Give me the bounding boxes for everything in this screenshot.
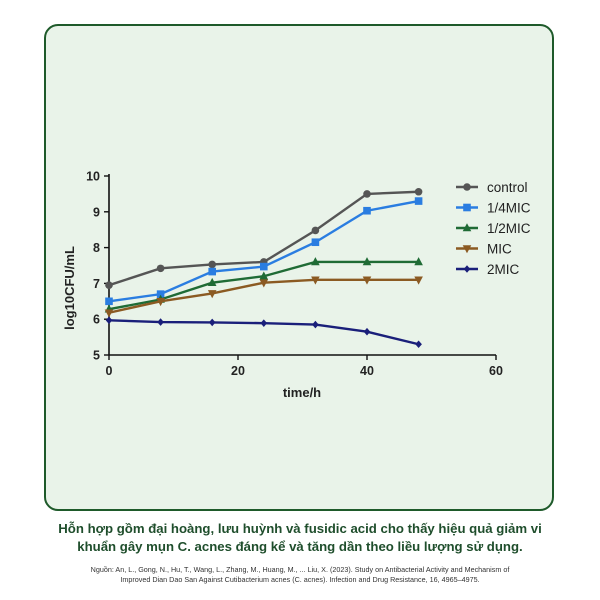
- caption-line-1: Hỗn hợp gồm đại hoàng, lưu huỳnh và fusi…: [58, 521, 542, 536]
- data-point-1-4mic: [363, 206, 371, 215]
- data-point-mic: [156, 298, 165, 307]
- data-point-mic: [414, 276, 423, 285]
- legend-marker-mic: [462, 245, 472, 254]
- data-point-1-4mic: [105, 297, 113, 306]
- caption-line-2: khuẩn gây mụn C. acnes đáng kể và tăng d…: [77, 539, 523, 554]
- data-point-1-2mic: [259, 271, 269, 280]
- line-chart: 5 6 7 8 9 10 0 20 40 60 control 1/4MIC 1/2MIC MIC 2MI…: [62, 170, 531, 401]
- source-line-1: Nguồn: An, L., Gong, N., Hu, T., Wang, L…: [90, 565, 510, 574]
- chart-series: [104, 187, 423, 349]
- chart-axes: 5 6 7 8 9 10 0 20 40 60: [86, 170, 503, 379]
- data-point-mic: [311, 276, 320, 285]
- x-tick-label: 20: [231, 364, 245, 378]
- data-point-1-4mic: [208, 267, 216, 276]
- data-point-mic: [207, 290, 217, 299]
- data-point-1-4mic: [311, 238, 320, 247]
- y-tick-label: 5: [93, 349, 100, 363]
- data-point-control: [105, 281, 113, 289]
- legend-marker-control: [463, 183, 471, 191]
- data-point-mic: [104, 309, 114, 318]
- legend-label-mic: MIC: [487, 242, 512, 257]
- y-tick-label: 9: [93, 205, 100, 219]
- data-point-control: [156, 264, 165, 273]
- series-mic: [104, 276, 423, 318]
- data-point-2mic: [363, 327, 371, 336]
- data-point-1-2mic: [311, 257, 320, 266]
- series-line-control: [108, 190, 419, 287]
- chart-panel: 5 6 7 8 9 10 0 20 40 60 control 1/4MIC 1/2MIC MIC 2MI…: [44, 24, 554, 511]
- data-point-1-2mic: [207, 277, 217, 286]
- legend-label-control: control: [487, 180, 528, 195]
- legend-marker-1-4mic: [463, 203, 471, 212]
- series-1-4mic: [105, 197, 423, 306]
- data-point-control: [311, 226, 320, 235]
- y-axis-label: log10CFU/mL: [62, 246, 77, 330]
- source-citation: Nguồn: An, L., Gong, N., Hu, T., Wang, L…: [34, 565, 566, 585]
- data-point-2mic: [415, 340, 422, 349]
- x-axis-label: time/h: [283, 385, 321, 400]
- data-point-control: [414, 187, 423, 196]
- data-point-1-4mic: [260, 262, 268, 271]
- data-point-control: [208, 260, 216, 269]
- legend-label-1-4mic: 1/4MIC: [487, 201, 531, 216]
- legend-label-2mic: 2MIC: [487, 262, 520, 277]
- chart-legend: control 1/4MIC 1/2MIC MIC 2MIC: [456, 180, 531, 277]
- source-line-2: Improved Dian Dao San Against Cutibacter…: [120, 575, 480, 584]
- data-point-2mic: [157, 318, 164, 326]
- y-tick-label: 8: [93, 241, 100, 255]
- data-point-1-4mic: [156, 290, 165, 298]
- data-point-control: [363, 190, 371, 198]
- caption: Hỗn hợp gồm đại hoàng, lưu huỳnh và fusi…: [20, 520, 580, 556]
- data-point-2mic: [105, 316, 113, 325]
- y-tick-label: 10: [86, 170, 100, 184]
- y-tick-label: 7: [93, 277, 100, 291]
- series-2mic: [105, 316, 422, 349]
- series-control: [105, 187, 423, 289]
- x-tick-label: 0: [106, 364, 113, 378]
- legend-marker-2mic: [463, 265, 471, 273]
- data-point-1-2mic: [414, 257, 423, 266]
- data-point-1-2mic: [362, 257, 372, 266]
- x-tick-label: 40: [360, 364, 374, 378]
- legend-label-1-2mic: 1/2MIC: [487, 221, 531, 236]
- data-point-2mic: [208, 318, 216, 327]
- data-point-2mic: [260, 319, 268, 327]
- y-tick-label: 6: [93, 313, 100, 327]
- x-tick-label: 60: [489, 364, 503, 378]
- data-point-1-4mic: [414, 197, 423, 205]
- data-point-mic: [259, 279, 269, 288]
- data-point-2mic: [312, 320, 319, 329]
- data-point-mic: [362, 276, 372, 285]
- legend-marker-1-2mic: [462, 223, 472, 232]
